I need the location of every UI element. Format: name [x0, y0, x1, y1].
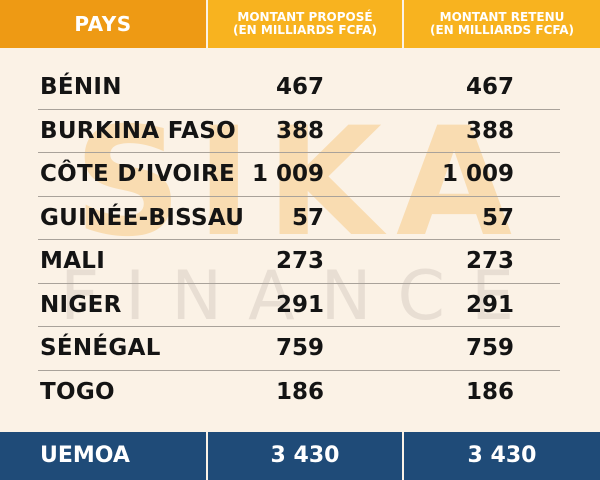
- retained-amount: 186: [465, 378, 514, 405]
- table-row: GUINÉE-BISSAU 57 57: [0, 197, 600, 241]
- proposed-amount: 273: [275, 248, 324, 274]
- header-retained-unit: (EN MILLIARDS FCFA): [430, 23, 574, 37]
- country-name: BURKINA FASO: [40, 117, 236, 144]
- proposed-amount: 291: [275, 291, 324, 318]
- watermark-sika: SIKA: [73, 96, 527, 270]
- table-row: BÉNIN 467 467: [0, 66, 600, 110]
- proposed-amount: 1 009: [251, 161, 324, 187]
- country-name: NIGER: [40, 291, 122, 318]
- total-proposed-amount: 3 430: [208, 432, 402, 480]
- table-row: TOGO 186 186: [0, 371, 600, 415]
- header-retained-amount: MONTANT RETENU (EN MILLIARDS FCFA): [404, 0, 600, 48]
- proposed-amount: 186: [275, 378, 324, 405]
- retained-amount: 273: [465, 248, 514, 274]
- retained-amount: 291: [465, 291, 514, 318]
- retained-amount: 467: [465, 74, 514, 100]
- table-row: CÔTE D’IVOIRE 1 009 1 009: [0, 153, 600, 197]
- table-header: PAYS MONTANT PROPOSÉ (EN MILLIARDS FCFA)…: [0, 0, 600, 48]
- table-row: BURKINA FASO 388 388: [0, 110, 600, 154]
- watermark-finance: FINANCE: [60, 257, 540, 336]
- total-row: UEMOA 3 430 3 430: [0, 432, 600, 480]
- total-label: UEMOA: [0, 432, 206, 480]
- header-proposed-amount: MONTANT PROPOSÉ (EN MILLIARDS FCFA): [208, 0, 402, 48]
- proposed-amount: 388: [275, 117, 324, 144]
- table-row: NIGER 291 291: [0, 284, 600, 328]
- table-row: SÉNÉGAL 759 759: [0, 327, 600, 371]
- header-retained-title: MONTANT RETENU: [439, 10, 565, 24]
- proposed-amount: 467: [275, 74, 324, 100]
- country-name: CÔTE D’IVOIRE: [40, 161, 236, 187]
- country-name: SÉNÉGAL: [40, 335, 161, 361]
- country-name: TOGO: [40, 378, 115, 405]
- header-country-label: PAYS: [74, 12, 132, 36]
- proposed-amount: 57: [291, 204, 324, 231]
- header-country: PAYS: [0, 0, 206, 48]
- country-name: BÉNIN: [40, 74, 122, 100]
- retained-amount: 1 009: [441, 161, 514, 187]
- retained-amount: 388: [465, 117, 514, 144]
- header-proposed-title: MONTANT PROPOSÉ: [237, 10, 373, 24]
- country-name: GUINÉE-BISSAU: [40, 204, 245, 231]
- table-body: BÉNIN 467 467 BURKINA FASO 388 388 CÔTE …: [0, 66, 600, 414]
- retained-amount: 57: [481, 204, 514, 231]
- country-name: MALI: [40, 248, 106, 274]
- proposed-amount: 759: [275, 335, 324, 361]
- header-proposed-unit: (EN MILLIARDS FCFA): [233, 23, 377, 37]
- retained-amount: 759: [465, 335, 514, 361]
- table-row: MALI 273 273: [0, 240, 600, 284]
- total-retained-amount: 3 430: [404, 432, 600, 480]
